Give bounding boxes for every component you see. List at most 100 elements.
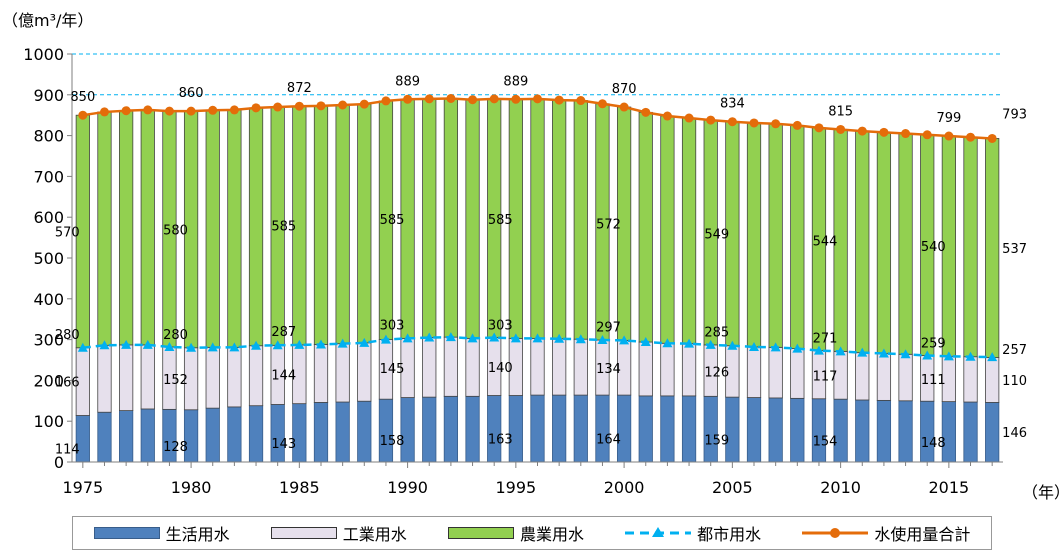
point-urban [229,342,240,352]
bar-domestic [313,402,329,463]
data-label-industrial: 152 [163,373,188,388]
bar-agricultural [443,98,459,338]
point-urban [749,341,760,351]
bar-industrial [898,353,913,402]
data-label-domestic: 114 [55,443,80,458]
point-total [424,94,434,104]
data-label-urban: 280 [163,328,188,343]
chart: （億m³/年） （年） 0 100 200 300 400 500 600 700 800 900… [2,11,1064,502]
point-urban [770,342,781,352]
point-total [597,99,607,109]
bar-industrial [205,346,220,409]
bar-industrial [465,337,480,397]
bar-agricultural [119,110,134,346]
bar-agricultural [313,105,329,345]
legend-swatch-urban [625,527,692,537]
point-total [99,107,109,117]
point-total [662,111,672,121]
bar-domestic [248,405,264,463]
bar-industrial [140,344,155,410]
bar-domestic [335,401,350,463]
data-label-urban: 303 [380,318,405,333]
point-total [164,106,174,116]
point-urban [77,342,88,352]
data-label-urban: 287 [271,325,296,340]
data-label-industrial: 117 [813,369,838,384]
bar-domestic [465,395,480,463]
data-label-agricultural: 549 [704,228,729,243]
point-urban [575,334,586,344]
data-label-industrial: 145 [380,362,405,377]
point-total [208,105,218,115]
legend-label-industrial: 工業用水 [342,525,407,544]
bar-domestic [616,394,632,463]
point-urban [727,340,738,350]
bar-domestic [487,395,502,463]
legend-label-domestic: 生活用水 [165,525,230,544]
data-label-industrial: 126 [704,365,729,380]
point-urban [662,338,673,348]
bar-domestic [725,396,740,463]
bar-domestic [400,397,415,463]
y-tick-label: 500 [33,249,64,268]
point-urban [121,339,132,349]
data-label-urban: 280 [55,328,80,343]
data-label-domestic: 159 [704,434,729,449]
point-urban [857,347,868,357]
bar-industrial [97,344,112,413]
point-urban [489,332,500,342]
point-total [273,102,283,112]
data-label-agricultural: 572 [596,218,621,233]
point-urban [554,333,565,343]
point-urban [705,339,716,349]
data-label-agricultural: 585 [271,220,296,235]
x-tick-label: 1990 [387,478,428,497]
point-total [792,120,802,130]
point-total [749,118,759,128]
bar-domestic [681,395,697,463]
point-urban [640,337,651,347]
data-label-total: 889 [395,74,420,89]
bar-domestic [855,399,870,463]
y-tick-label: 800 [33,127,64,146]
legend-item-agricultural: 農業用水 [447,521,584,545]
point-urban [402,333,413,343]
point-total [619,102,629,112]
bar-agricultural [963,136,978,358]
point-urban [445,332,456,342]
data-label-industrial: 144 [271,368,296,383]
bar-domestic [660,395,675,463]
bar-domestic [985,402,1000,463]
data-label-total: 834 [720,97,745,112]
y-tick-label: 200 [33,371,64,390]
point-total [121,106,131,116]
data-labels: 114 166 570 280 850 128 152 580 280 860 143 144 585 2… [55,74,1027,457]
point-urban [597,335,608,345]
bar-domestic [638,395,653,463]
point-total [381,96,391,106]
data-label-industrial: 111 [921,373,946,388]
data-label-agricultural: 585 [380,213,405,228]
y-tick-label: 100 [33,412,64,431]
data-label-domestic: 143 [271,437,296,452]
bar-industrial [963,356,978,403]
data-label-domestic: 128 [163,440,188,455]
point-total [511,94,521,104]
bar-industrial [985,357,1000,403]
point-urban [251,340,262,350]
bar-domestic [552,394,567,463]
bar-agricultural [660,115,675,344]
bar-domestic [119,410,134,463]
point-total [359,99,369,109]
bar-industrial [227,346,242,408]
bar-agricultural [335,104,350,345]
bar-domestic [357,400,372,463]
bar-domestic [140,408,155,463]
bar-agricultural [876,131,892,354]
bar-domestic [898,400,913,463]
legend-swatch-industrial [270,527,337,539]
data-label-agricultural: 580 [163,223,188,238]
data-label-total: 815 [828,104,853,119]
bar-agricultural [898,133,913,355]
bar-domestic [876,399,892,463]
